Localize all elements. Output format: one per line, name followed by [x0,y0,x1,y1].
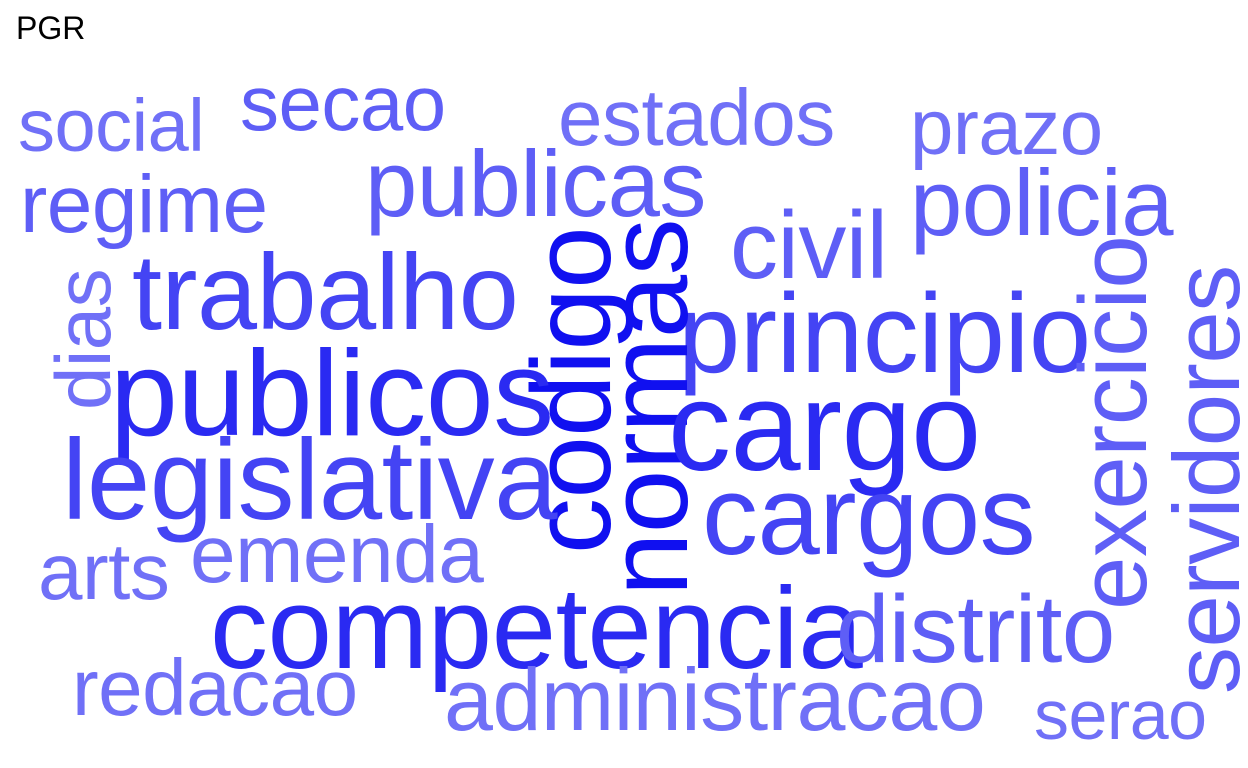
word-servidores: servidores [1154,265,1248,694]
word-cargos: cargos [702,453,1036,578]
word-emenda: emenda [190,509,484,600]
word-trabalho: trabalho [132,231,519,352]
word-arts: arts [38,527,170,616]
word-redacao: redacao [72,643,358,732]
chart-title: PGR [16,10,86,46]
word-legislativa: legislativa [62,417,558,544]
word-publicas: publicas [365,131,706,236]
word-regime: regime [20,159,268,250]
word-distrito: distrito [836,576,1115,683]
word-cargo: cargo [668,356,981,497]
word-policia: policia [910,150,1174,255]
word-serao: serao [1034,676,1207,754]
word-administracao: administracao [444,650,986,749]
word-estados: estados [558,73,835,162]
word-prazo: prazo [910,83,1103,171]
word-secao: secao [240,59,446,147]
word-social: social [18,84,205,167]
word-principio: principio [678,271,1091,396]
word-publicos: publicos [110,325,554,461]
word-competencia: competencia [210,563,863,693]
word-civil: civil [730,192,888,299]
word-exercicio: exercicio [1060,235,1167,610]
